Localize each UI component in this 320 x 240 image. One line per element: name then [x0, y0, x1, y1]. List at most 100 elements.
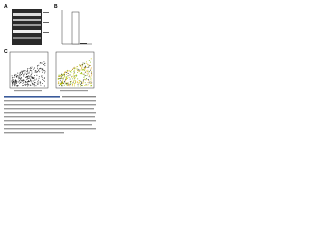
scatter-dot: [19, 82, 21, 83]
scatter-dot: [82, 63, 84, 65]
scatter-dot: [29, 69, 31, 71]
scatter-dot: [16, 82, 18, 84]
scatter-dot: [28, 81, 29, 82]
scatter-dot: [41, 71, 43, 73]
scatter-dot: [12, 77, 14, 79]
scatter-dot: [84, 75, 86, 77]
scatter-dot: [62, 78, 64, 80]
scatter-dot: [32, 80, 34, 82]
scatter-dot: [38, 79, 40, 81]
blot-marker: [43, 12, 49, 13]
scatter-dot: [77, 85, 79, 87]
scatter-dot: [62, 80, 64, 82]
scatter-dot: [84, 67, 86, 69]
scatter-dot: [88, 64, 90, 66]
scatter-dot: [13, 77, 15, 79]
scatter-dot: [36, 74, 38, 76]
scatter-dot: [33, 85, 35, 87]
scatter-dot: [86, 84, 88, 86]
scatter-dot: [73, 73, 74, 75]
scatter-dot: [62, 82, 64, 84]
scatter-dot: [72, 78, 74, 80]
scatter-dot: [69, 83, 71, 85]
scatter-dot: [13, 82, 15, 84]
scatter-dot: [69, 70, 71, 72]
scatter-dot: [71, 80, 72, 82]
scatter-dot: [87, 79, 89, 80]
scatter-dot: [43, 79, 45, 81]
scatter-dot: [81, 65, 83, 67]
scatter-dot: [71, 75, 73, 77]
scatter-dot: [64, 71, 66, 73]
scatter-dot: [58, 75, 60, 77]
figure-page: A B C: [0, 0, 100, 142]
scatter-dot: [91, 85, 93, 87]
scatter-dot: [29, 84, 31, 86]
scatter-dot: [15, 74, 17, 76]
scatter-dot: [17, 85, 19, 87]
scatter-dot: [68, 77, 70, 78]
scatter-dot: [75, 68, 77, 70]
blot-band: [13, 24, 41, 26]
scatter-dot: [78, 69, 80, 71]
scatter-dot: [84, 85, 86, 87]
scatter-dot: [29, 81, 31, 83]
scatter-dot: [90, 82, 92, 84]
scatter-dot: [73, 78, 75, 80]
scatter-dot: [63, 74, 65, 76]
scatter-dot: [25, 83, 27, 85]
scatter-dot: [32, 76, 34, 78]
scatter-dot: [27, 68, 29, 69]
scatter-dot: [85, 79, 87, 81]
scatter-dot: [15, 82, 17, 84]
scatter-dot: [61, 82, 63, 84]
scatter-dot: [83, 68, 85, 70]
scatter-dot: [87, 69, 89, 71]
scatter-dot: [88, 76, 90, 78]
bar: [80, 43, 87, 44]
scatter-dot: [44, 62, 46, 64]
scatter-dot: [77, 70, 79, 72]
scatter-dot: [38, 77, 40, 79]
scatter-dot: [27, 81, 29, 83]
scatter-dot: [62, 75, 64, 77]
scatter-dot: [37, 80, 39, 82]
scatter-dot: [20, 71, 22, 73]
scatter-dot: [38, 64, 40, 66]
axis-caption: [60, 90, 88, 92]
scatter-dot: [90, 80, 92, 82]
scatter-dot: [85, 74, 87, 76]
scatter-dot: [73, 67, 75, 69]
scatter-dot: [28, 71, 30, 73]
scatter-dot: [39, 68, 40, 70]
scatter-dot: [90, 78, 92, 80]
scatter-dot: [22, 83, 24, 85]
scatter-dot: [30, 69, 32, 71]
scatter-dot: [81, 82, 82, 84]
blot-band: [13, 37, 41, 39]
scatter-dot: [26, 77, 28, 79]
scatter-dot: [14, 75, 16, 77]
scatter-dot: [89, 61, 91, 63]
scatter-dot: [83, 69, 85, 71]
scatter-dot: [88, 82, 90, 84]
scatter-dot: [26, 72, 28, 74]
scatter-dot: [79, 66, 81, 68]
scatter-dot: [77, 78, 79, 80]
scatter-dot: [13, 81, 15, 83]
scatter-dot: [84, 82, 86, 84]
scatter-dot: [19, 77, 21, 79]
scatter-dot: [31, 70, 33, 72]
scatter-dot: [24, 84, 26, 85]
panel-label: A: [4, 4, 8, 10]
scatter-dot: [80, 85, 82, 87]
scatter-dot: [26, 79, 28, 80]
scatter-dot: [71, 69, 72, 71]
scatter-dot: [42, 70, 44, 72]
scatter-dot: [83, 75, 85, 77]
scatter-dot: [38, 69, 39, 71]
scatter-dot: [62, 77, 64, 79]
scatter-dot: [22, 73, 24, 74]
scatter-dot: [18, 80, 20, 82]
scatter-dot: [73, 66, 75, 68]
